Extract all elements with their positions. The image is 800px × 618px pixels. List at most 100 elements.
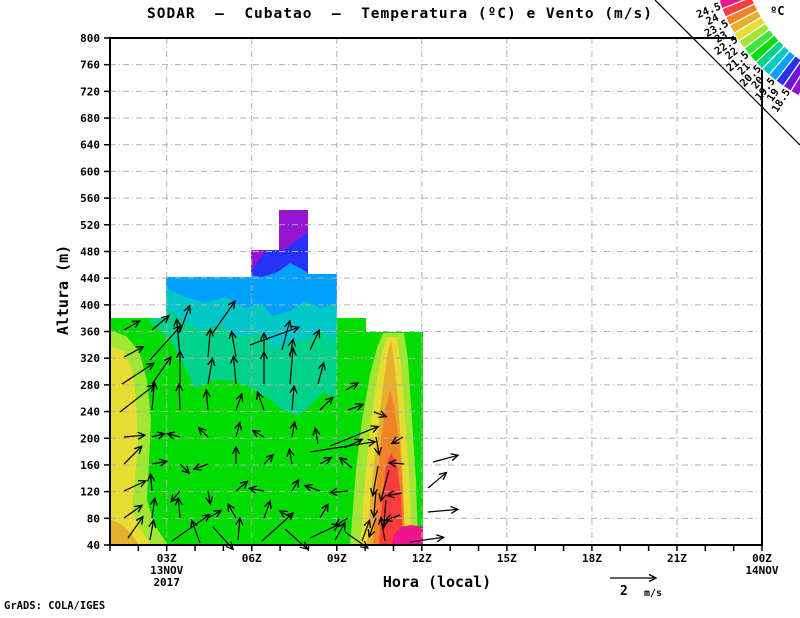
x-tick-label: 09Z [327, 552, 347, 565]
fan-level-label: 23 [713, 29, 730, 46]
wind-arrow [309, 523, 341, 539]
y-tick-label: 360 [80, 326, 100, 339]
band-purple-18.5 [279, 210, 308, 250]
wind-arrow [207, 509, 223, 519]
legend-corner-line [654, 0, 800, 146]
wind-arrow [179, 463, 191, 475]
fan-segment [789, 75, 800, 97]
wind-arrow [390, 436, 404, 445]
wind-arrow [361, 518, 372, 542]
y-tick-label: 80 [87, 512, 100, 525]
wind-arrow [151, 355, 172, 385]
wind-arrow [235, 516, 244, 541]
wind-arrow [334, 521, 346, 541]
wind-arrow [291, 478, 300, 492]
x-tick-sublabel: 13NOV [150, 564, 183, 577]
wind-arrow [287, 337, 296, 358]
wind-arrow [385, 490, 403, 499]
wind-arrow [207, 356, 216, 385]
wind-arrow [255, 390, 265, 411]
wind-arrow [149, 496, 158, 519]
x-tick-sublabel: 14NOV [745, 564, 778, 577]
x-tick-label: 12Z [412, 552, 432, 565]
y-tick-label: 200 [80, 432, 100, 445]
wind-arrow [149, 324, 182, 361]
x-tick-label: 00Z [752, 552, 772, 565]
wind-arrow [235, 480, 249, 492]
wind-arrow [251, 429, 265, 438]
y-tick-label: 480 [80, 245, 100, 258]
band-purple-wedge [251, 250, 266, 271]
wind-arrow [197, 426, 209, 438]
fan-segment [782, 61, 800, 93]
y-tick-label: 160 [80, 459, 100, 472]
wind-arrow [319, 502, 329, 519]
wind-arrow [173, 317, 182, 358]
wind-arrow [312, 426, 321, 445]
wind-arrow [192, 463, 209, 471]
wind-arrow [284, 528, 309, 551]
y-tick-label: 400 [80, 299, 100, 312]
y-tick-label: 760 [80, 59, 100, 72]
wind-arrow [123, 445, 143, 465]
y-axis-label: Altura (m) [54, 244, 72, 336]
fan-level-label: 19 [765, 87, 782, 104]
wind-arrow [329, 425, 380, 447]
wind-arrow [344, 531, 370, 549]
wind-arrow [367, 517, 377, 539]
wind-arrow [333, 517, 349, 527]
wind-arrow [319, 456, 333, 465]
x-tick-sublabel: 2017 [153, 576, 180, 589]
y-tick-label: 520 [80, 219, 100, 232]
wind-arrow [409, 534, 446, 543]
gridlines [110, 38, 762, 545]
x-axis-label: Hora (local) [382, 573, 492, 591]
wind-arrow [281, 319, 292, 351]
wind-scale-unit: m/s [644, 588, 663, 599]
wind-arrow [288, 346, 297, 385]
wind-arrow [263, 453, 275, 465]
grads-credit: GrADS: COLA/IGES [4, 600, 106, 612]
wind-arrow [227, 502, 237, 519]
wind-arrow [166, 431, 181, 440]
wind-arrow [212, 526, 235, 551]
wind-arrow [179, 304, 192, 333]
wind-arrow [328, 487, 349, 497]
y-tick-label: 600 [80, 165, 100, 178]
legend-unit-label: ºC [770, 4, 785, 18]
wind-arrow [119, 384, 156, 413]
wind-arrow [123, 431, 147, 440]
wind-arrow [373, 410, 388, 418]
band-pink-core [392, 525, 423, 545]
wind-arrow [174, 496, 183, 519]
x-tick-label: 06Z [242, 552, 262, 565]
wind-arrow [247, 485, 265, 494]
wind-arrow [234, 421, 243, 438]
x-tick-label: 03Z [157, 552, 177, 565]
wind-arrow [369, 465, 379, 497]
wind-arrow [170, 490, 181, 503]
y-tick-label: 720 [80, 85, 100, 98]
wind-arrow [190, 519, 201, 544]
wind-arrow [289, 384, 298, 411]
wind-arrow [338, 456, 353, 469]
plot-frame [104, 37, 763, 551]
wind-arrow [289, 420, 298, 438]
fan-segment [774, 54, 800, 88]
wind-arrow [151, 314, 170, 331]
wind-arrow [278, 510, 293, 519]
wind-arrow [347, 402, 365, 411]
wind-arrow [319, 396, 334, 411]
wind-arrow [345, 382, 360, 391]
y-tick-label: 560 [80, 192, 100, 205]
wind-arrow [205, 490, 214, 506]
wind-arrow [205, 327, 214, 358]
wind-arrow [230, 354, 239, 385]
wind-arrow [286, 447, 295, 465]
chart-title: SODAR – Cubatao – Temperatura (ºC) e Ven… [147, 6, 653, 22]
y-tick-label: 640 [80, 139, 100, 152]
wind-arrow [427, 471, 448, 489]
y-tick-label: 800 [80, 32, 100, 45]
